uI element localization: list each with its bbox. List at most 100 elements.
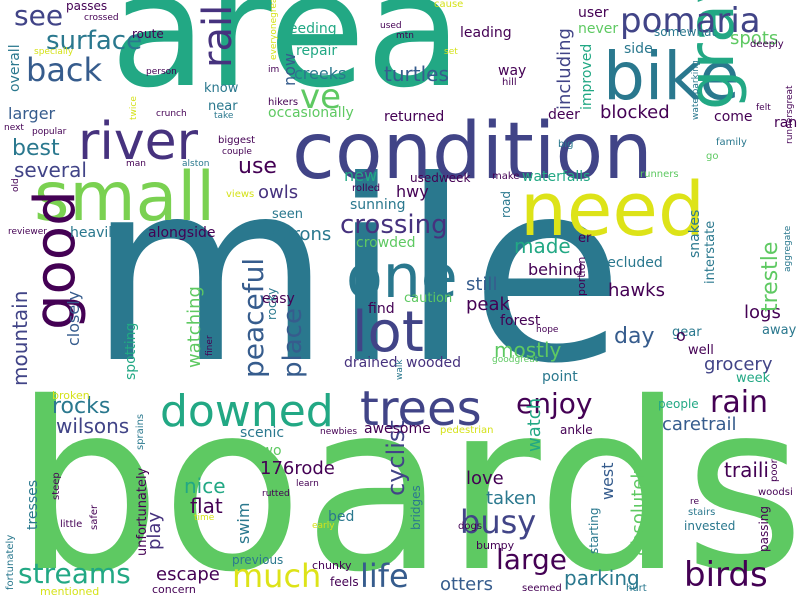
word: ankle (560, 423, 593, 437)
word: felt (756, 103, 771, 113)
word: little (60, 519, 83, 530)
word: never (578, 21, 619, 37)
word: made (514, 234, 571, 258)
word: hikers (268, 97, 299, 108)
word: near (208, 99, 238, 114)
word: seen (272, 207, 304, 222)
word: use (238, 154, 277, 179)
word: dogs (458, 521, 483, 532)
word: bumpy (476, 539, 515, 552)
word: person (146, 67, 177, 77)
word: starting (587, 507, 601, 554)
word: make (492, 171, 520, 182)
word: birds (684, 555, 768, 595)
word: know (204, 81, 239, 96)
word: flat (190, 494, 223, 518)
word: herons (270, 224, 332, 245)
word: im (268, 65, 280, 75)
word: unfortunately (135, 467, 150, 556)
word: week (736, 371, 771, 386)
word: hope (536, 325, 559, 335)
word: user (578, 5, 609, 21)
word: overall (7, 44, 23, 92)
word: newbies (320, 427, 358, 437)
word: find (368, 301, 395, 317)
word: man (126, 159, 146, 169)
word: owls (258, 182, 299, 203)
word: big (558, 139, 574, 150)
word: side (624, 41, 653, 57)
word: best (12, 136, 60, 161)
word: swim (234, 502, 253, 544)
word: o (676, 326, 686, 345)
word: way (498, 63, 527, 79)
word: absolutely (628, 462, 649, 556)
word: hawks (608, 280, 665, 301)
word: back (26, 51, 103, 89)
word: hill (502, 77, 517, 88)
word: small (34, 158, 216, 237)
word: cause (434, 0, 464, 10)
word: twice (129, 96, 139, 120)
word: crossing (340, 210, 448, 240)
word: new (344, 166, 378, 185)
word: several (14, 158, 87, 182)
word: early (312, 521, 335, 531)
word: still (466, 274, 498, 295)
word: condition (292, 107, 653, 197)
word: wilsons (56, 414, 130, 438)
word: enjoy (516, 387, 593, 420)
word: secluded (600, 255, 663, 271)
word: drained (344, 355, 398, 371)
word: repair (296, 43, 338, 59)
word: broken (52, 389, 90, 402)
word: logs (744, 302, 781, 323)
word: caution (404, 291, 453, 306)
word: usedweek (410, 171, 471, 185)
word: taken (486, 488, 537, 509)
word: area (110, 0, 463, 123)
word: family (716, 137, 747, 148)
word: sunning (350, 197, 406, 213)
word: point (542, 369, 578, 385)
word: deeply (750, 39, 784, 50)
word: poor (769, 459, 780, 482)
word: need (520, 167, 705, 253)
word: including (554, 28, 575, 110)
word: trestle (758, 241, 783, 312)
word: feels (330, 575, 359, 589)
word: returned (384, 109, 445, 125)
word: sprains (135, 413, 146, 450)
word: rail (195, 4, 241, 68)
word: bed (328, 509, 355, 525)
word: rocks (52, 394, 111, 419)
word: old (11, 178, 21, 192)
word: love (466, 468, 504, 489)
word: life (360, 557, 409, 595)
word: grocery (704, 354, 773, 375)
word: steep (51, 472, 62, 500)
word: nice (184, 474, 226, 498)
word: leading (460, 25, 512, 41)
word: biggest (218, 135, 256, 146)
word: hwy (396, 182, 429, 201)
word: mentioned (40, 585, 100, 598)
word: turtles (384, 62, 449, 86)
word: specially (34, 47, 74, 57)
word: waterparking (691, 60, 701, 120)
word: pomaria (620, 1, 761, 41)
word: views (226, 189, 255, 200)
word: otters (440, 574, 493, 595)
word: stairs (688, 507, 716, 518)
word: much (232, 557, 322, 595)
word: traili (724, 458, 769, 482)
word: fortunately (5, 534, 16, 590)
word: route (132, 27, 164, 41)
word: ve (300, 77, 342, 117)
word: hurt (626, 583, 647, 594)
word: rocky (265, 287, 279, 320)
word: 176rode (260, 458, 335, 479)
word: feeding (284, 21, 337, 37)
word: passes (66, 0, 108, 13)
